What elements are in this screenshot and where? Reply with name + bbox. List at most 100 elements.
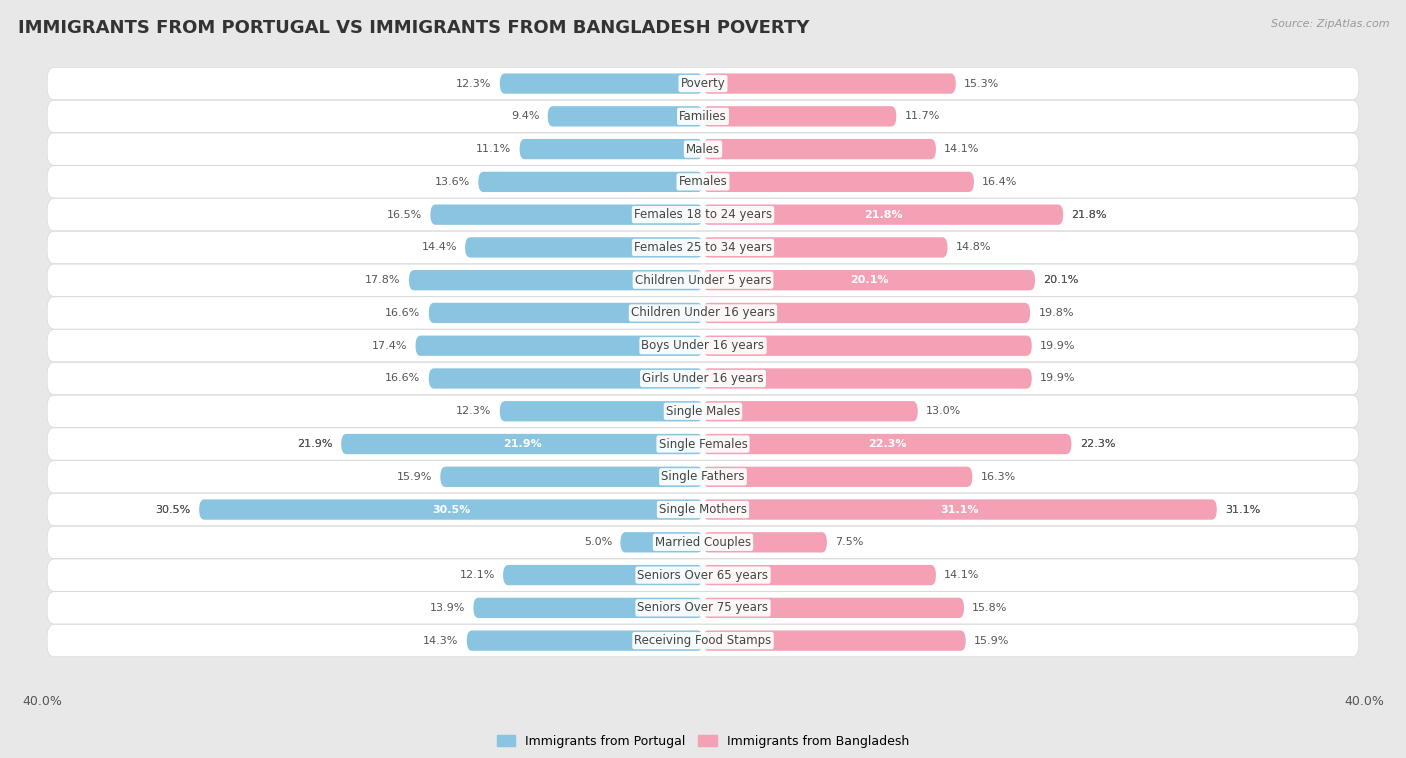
FancyBboxPatch shape [703, 631, 966, 651]
FancyBboxPatch shape [520, 139, 703, 159]
FancyBboxPatch shape [342, 434, 703, 454]
FancyBboxPatch shape [703, 302, 1031, 323]
Text: 7.5%: 7.5% [835, 537, 863, 547]
FancyBboxPatch shape [703, 106, 896, 127]
Text: Poverty: Poverty [681, 77, 725, 90]
FancyBboxPatch shape [48, 133, 1358, 165]
Text: 16.4%: 16.4% [983, 177, 1018, 187]
Text: Boys Under 16 years: Boys Under 16 years [641, 340, 765, 352]
FancyBboxPatch shape [200, 500, 703, 520]
Text: Receiving Food Stamps: Receiving Food Stamps [634, 634, 772, 647]
Legend: Immigrants from Portugal, Immigrants from Bangladesh: Immigrants from Portugal, Immigrants fro… [492, 730, 914, 753]
Text: 16.6%: 16.6% [385, 308, 420, 318]
Text: 13.0%: 13.0% [927, 406, 962, 416]
FancyBboxPatch shape [703, 401, 918, 421]
Text: 17.8%: 17.8% [366, 275, 401, 285]
FancyBboxPatch shape [440, 467, 703, 487]
FancyBboxPatch shape [48, 100, 1358, 133]
Text: 16.5%: 16.5% [387, 210, 422, 220]
FancyBboxPatch shape [703, 368, 1032, 389]
FancyBboxPatch shape [48, 297, 1358, 329]
FancyBboxPatch shape [499, 401, 703, 421]
FancyBboxPatch shape [703, 270, 1035, 290]
FancyBboxPatch shape [48, 67, 1358, 99]
Text: 14.8%: 14.8% [956, 243, 991, 252]
FancyBboxPatch shape [48, 395, 1358, 428]
Text: Children Under 5 years: Children Under 5 years [634, 274, 772, 287]
Text: 19.9%: 19.9% [1040, 374, 1076, 384]
FancyBboxPatch shape [48, 526, 1358, 559]
FancyBboxPatch shape [48, 330, 1358, 362]
Text: 14.1%: 14.1% [945, 144, 980, 154]
Text: 15.9%: 15.9% [974, 636, 1010, 646]
Text: Single Mothers: Single Mothers [659, 503, 747, 516]
FancyBboxPatch shape [465, 237, 703, 258]
Text: 17.4%: 17.4% [371, 340, 408, 351]
Text: 30.5%: 30.5% [156, 505, 191, 515]
FancyBboxPatch shape [703, 74, 956, 94]
Text: 14.3%: 14.3% [423, 636, 458, 646]
FancyBboxPatch shape [48, 559, 1358, 591]
FancyBboxPatch shape [416, 336, 703, 356]
FancyBboxPatch shape [703, 467, 973, 487]
Text: 14.4%: 14.4% [422, 243, 457, 252]
Text: Source: ZipAtlas.com: Source: ZipAtlas.com [1271, 19, 1389, 29]
FancyBboxPatch shape [703, 237, 948, 258]
FancyBboxPatch shape [703, 336, 1032, 356]
FancyBboxPatch shape [703, 598, 965, 618]
Text: 21.8%: 21.8% [863, 210, 903, 220]
Text: 22.3%: 22.3% [868, 439, 907, 449]
Text: 11.1%: 11.1% [477, 144, 512, 154]
Text: 16.6%: 16.6% [385, 374, 420, 384]
FancyBboxPatch shape [703, 500, 1216, 520]
Text: 22.3%: 22.3% [1080, 439, 1115, 449]
FancyBboxPatch shape [48, 362, 1358, 395]
Text: Females 18 to 24 years: Females 18 to 24 years [634, 208, 772, 221]
FancyBboxPatch shape [467, 631, 703, 651]
FancyBboxPatch shape [703, 532, 827, 553]
Text: Children Under 16 years: Children Under 16 years [631, 306, 775, 319]
Text: 11.7%: 11.7% [904, 111, 941, 121]
FancyBboxPatch shape [48, 199, 1358, 230]
FancyBboxPatch shape [703, 434, 1071, 454]
Text: 30.5%: 30.5% [432, 505, 470, 515]
Text: 31.1%: 31.1% [941, 505, 979, 515]
Text: Families: Families [679, 110, 727, 123]
FancyBboxPatch shape [429, 302, 703, 323]
Text: 12.3%: 12.3% [456, 79, 492, 89]
Text: Girls Under 16 years: Girls Under 16 years [643, 372, 763, 385]
Text: 22.3%: 22.3% [1080, 439, 1115, 449]
FancyBboxPatch shape [48, 264, 1358, 296]
Text: 30.5%: 30.5% [156, 505, 191, 515]
Text: 9.4%: 9.4% [510, 111, 540, 121]
Text: 5.0%: 5.0% [583, 537, 612, 547]
Text: Single Females: Single Females [658, 437, 748, 450]
Text: Single Fathers: Single Fathers [661, 470, 745, 484]
FancyBboxPatch shape [703, 565, 936, 585]
Text: 31.1%: 31.1% [1225, 505, 1260, 515]
Text: Seniors Over 65 years: Seniors Over 65 years [637, 568, 769, 581]
Text: 15.9%: 15.9% [396, 471, 432, 482]
FancyBboxPatch shape [48, 461, 1358, 493]
Text: Single Males: Single Males [666, 405, 740, 418]
FancyBboxPatch shape [48, 231, 1358, 264]
Text: 20.1%: 20.1% [1043, 275, 1078, 285]
FancyBboxPatch shape [478, 172, 703, 192]
Text: 21.9%: 21.9% [298, 439, 333, 449]
Text: Females 25 to 34 years: Females 25 to 34 years [634, 241, 772, 254]
Text: 21.9%: 21.9% [298, 439, 333, 449]
FancyBboxPatch shape [474, 598, 703, 618]
FancyBboxPatch shape [48, 493, 1358, 525]
Text: 21.9%: 21.9% [503, 439, 541, 449]
FancyBboxPatch shape [703, 172, 974, 192]
Text: 21.8%: 21.8% [1071, 210, 1107, 220]
Text: 15.8%: 15.8% [973, 603, 1008, 613]
FancyBboxPatch shape [430, 205, 703, 225]
Text: 12.3%: 12.3% [456, 406, 492, 416]
Text: 20.1%: 20.1% [1043, 275, 1078, 285]
Text: Married Couples: Married Couples [655, 536, 751, 549]
FancyBboxPatch shape [548, 106, 703, 127]
Text: 15.3%: 15.3% [965, 79, 1000, 89]
Text: 19.8%: 19.8% [1039, 308, 1074, 318]
FancyBboxPatch shape [48, 166, 1358, 198]
